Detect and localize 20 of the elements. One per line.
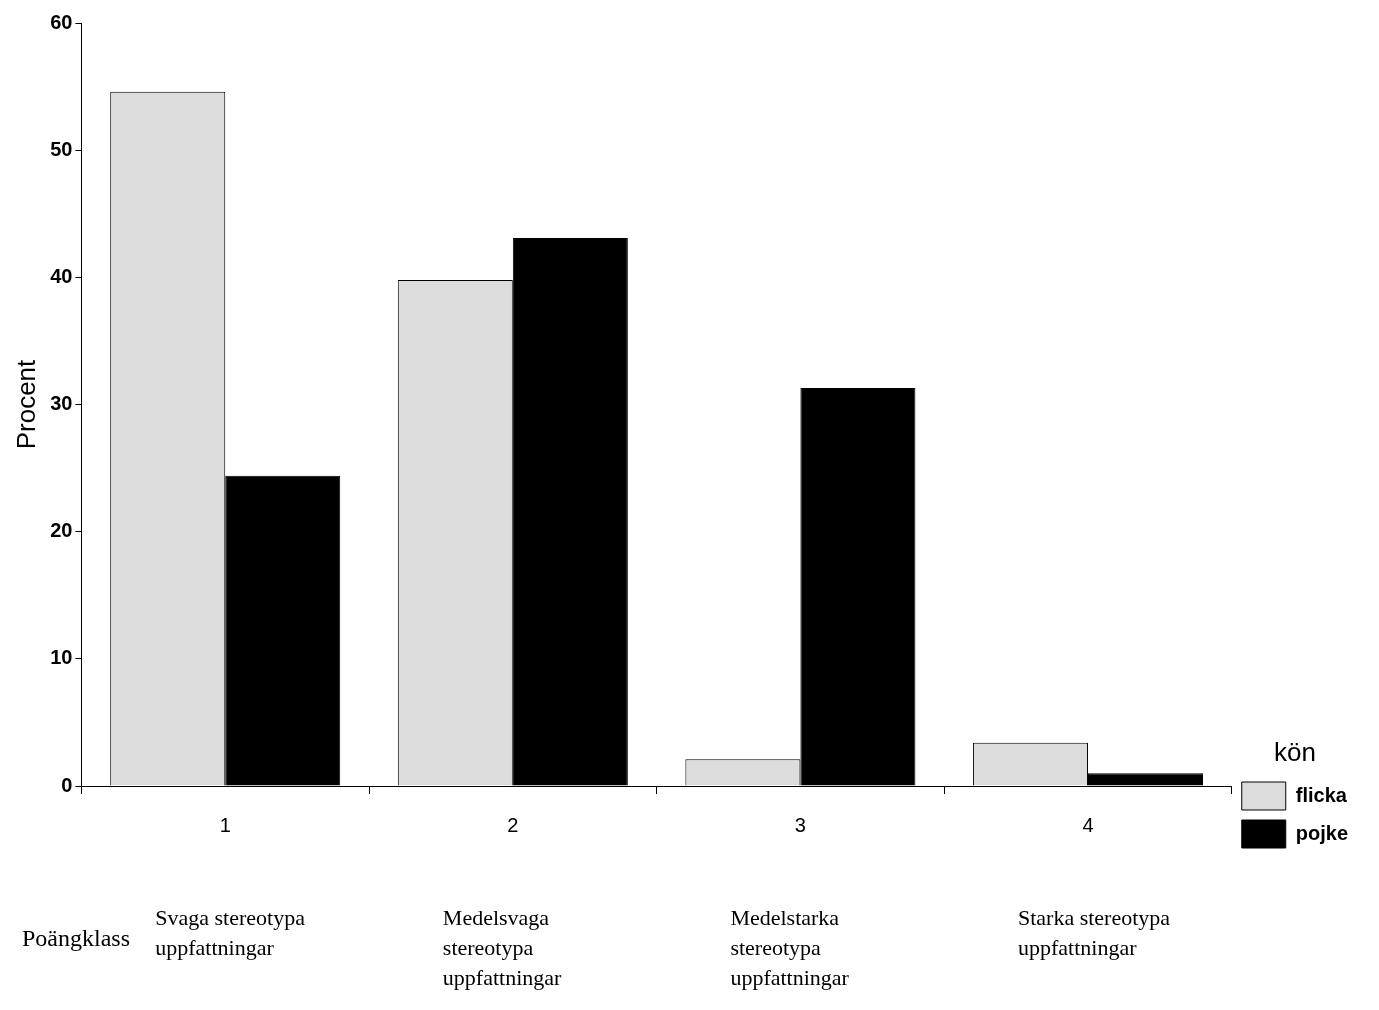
y-tick-label: 40: [50, 264, 73, 287]
legend-label: flicka: [1295, 783, 1348, 806]
x-tick-label: 4: [1082, 813, 1094, 836]
y-tick-label: 0: [61, 773, 73, 796]
y-tick-label: 60: [50, 10, 73, 33]
text: Medelsvaga stereotypa uppfattningar: [442, 904, 563, 990]
x-tick-label: 1: [219, 813, 231, 836]
x-tick-label: 3: [794, 813, 806, 836]
y-axis-title: Procent: [10, 358, 41, 450]
text: Starka stereotypa uppfattningar: [1017, 904, 1171, 960]
legend-title: kön: [1273, 736, 1316, 767]
y-tick-label: 30: [50, 392, 73, 415]
x-tick-label: 2: [507, 813, 519, 836]
text: Svaga stereotypa uppfattningar: [155, 904, 306, 960]
legend-label: pojke: [1295, 821, 1349, 844]
y-tick-label: 10: [50, 646, 73, 669]
x-axis-title: Poängklass: [22, 925, 130, 952]
text: Medelstarka stereotypa uppfattningar: [730, 904, 850, 990]
y-tick-label: 50: [50, 137, 73, 160]
y-tick-label: 20: [50, 519, 73, 542]
